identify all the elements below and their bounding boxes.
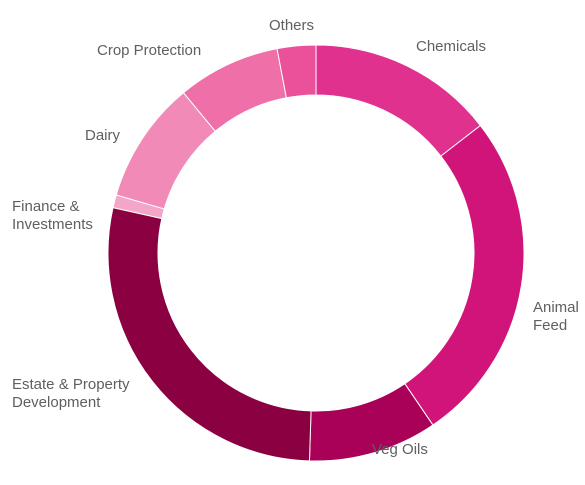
slice-estate-and-property-development bbox=[107, 207, 312, 462]
label-veg-oils: Veg Oils bbox=[372, 441, 428, 458]
slice-labels: Chemicals Animal Feed Veg Oils Estate & Prop… bbox=[12, 17, 579, 458]
slice-chemicals bbox=[315, 44, 482, 157]
label-crop-protection: Crop Protection bbox=[97, 42, 201, 59]
label-estate-and-property-development: Estate & Property Development bbox=[12, 376, 130, 411]
slice-animal-feed bbox=[404, 124, 525, 426]
label-chemicals: Chemicals bbox=[416, 38, 486, 55]
label-animal-feed: Animal Feed bbox=[533, 299, 579, 334]
label-finance-and-investments: Finance & Investments bbox=[12, 198, 93, 233]
donut-slices bbox=[107, 44, 525, 462]
slice-others bbox=[276, 44, 317, 99]
label-dairy: Dairy bbox=[85, 127, 121, 144]
label-others: Others bbox=[269, 17, 314, 34]
